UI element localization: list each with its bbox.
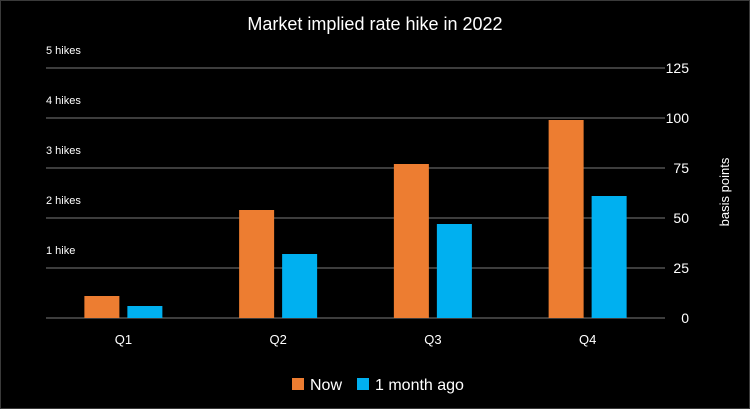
bar	[548, 120, 584, 318]
bar	[239, 210, 275, 318]
y-tick-label: 125	[666, 60, 690, 76]
legend-swatch	[357, 378, 369, 390]
bar	[282, 254, 318, 318]
legend-label: Now	[310, 377, 342, 394]
x-tick-label: Q2	[269, 332, 286, 347]
hike-label: 2 hikes	[46, 195, 81, 207]
legend-swatch	[292, 378, 304, 390]
x-tick-label: Q1	[115, 332, 132, 347]
chart-title: Market implied rate hike in 2022	[247, 14, 502, 34]
right-axis: 0 25 50 75 100 125	[666, 60, 690, 326]
hike-label: 4 hikes	[46, 95, 81, 107]
y-tick-label: 100	[666, 110, 690, 126]
y-tick-label: 25	[673, 260, 689, 276]
y-tick-label: 50	[673, 210, 689, 226]
bars	[84, 120, 627, 318]
hike-label: 1 hike	[46, 245, 75, 257]
x-tick-label: Q3	[424, 332, 441, 347]
category-labels: Q1 Q2 Q3 Q4	[115, 332, 597, 347]
bar	[436, 224, 472, 318]
bar	[84, 296, 120, 318]
hike-labels: 1 hike 2 hikes 3 hikes 4 hikes 5 hikes	[46, 45, 81, 257]
legend-label: 1 month ago	[375, 377, 464, 394]
bar	[127, 306, 163, 318]
y-tick-label: 0	[681, 310, 689, 326]
bar	[393, 164, 429, 318]
hike-label: 5 hikes	[46, 45, 81, 57]
y-tick-label: 75	[673, 160, 689, 176]
y-axis-title: basis points	[717, 157, 732, 226]
x-tick-label: Q4	[579, 332, 596, 347]
bar	[591, 196, 627, 318]
legend: Now 1 month ago	[292, 377, 464, 394]
hike-label: 3 hikes	[46, 145, 81, 157]
